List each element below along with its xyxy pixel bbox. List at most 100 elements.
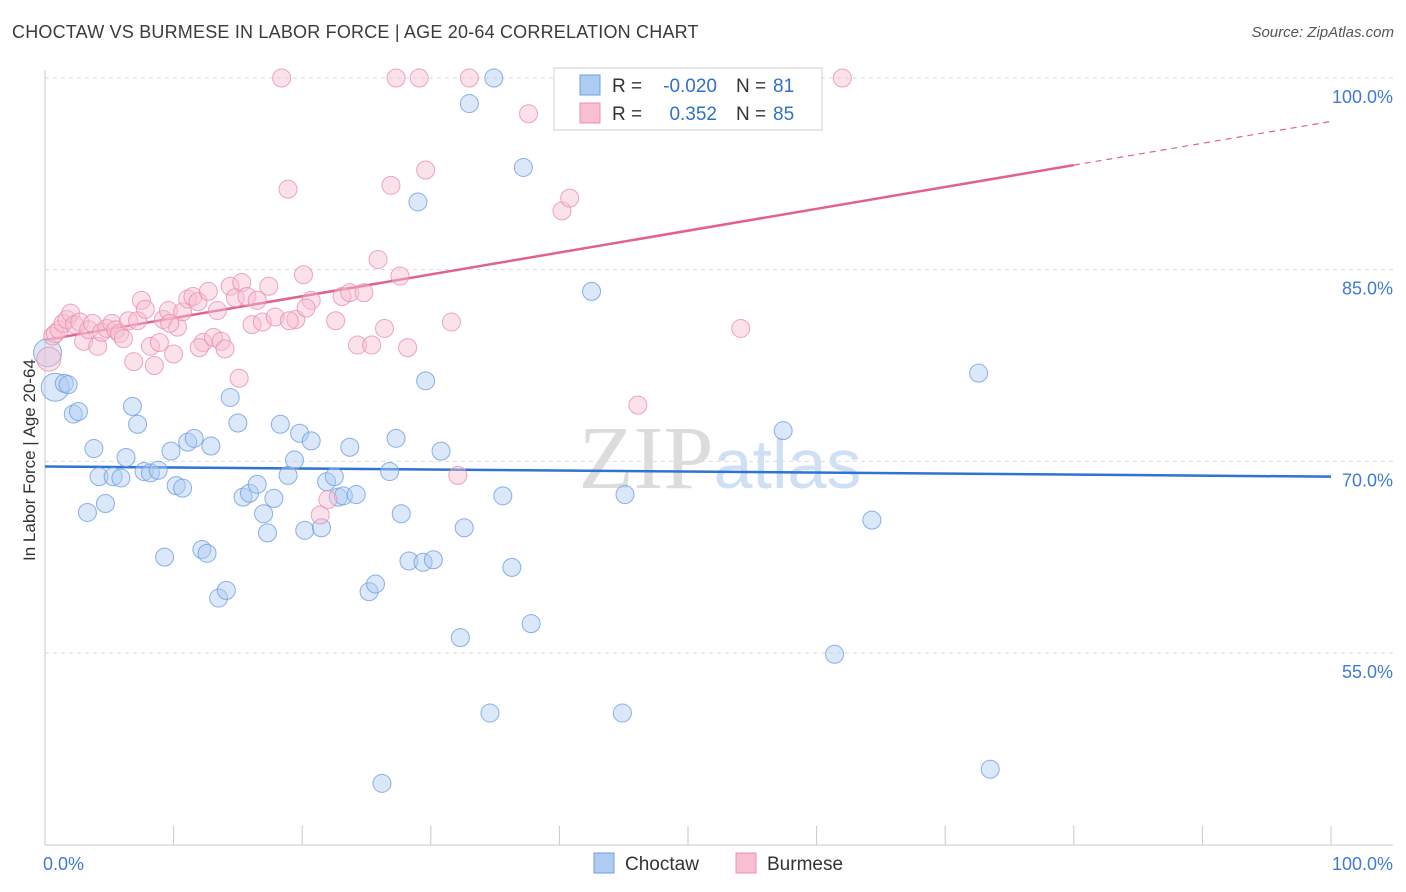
point-choctaw	[502, 557, 522, 577]
point-choctaw	[264, 488, 284, 508]
point-choctaw	[254, 504, 274, 524]
series-burmese	[36, 68, 852, 525]
point-choctaw	[173, 478, 193, 498]
watermark: ZIPatlas	[579, 409, 862, 508]
point-burmese	[278, 179, 298, 199]
point-burmese	[628, 395, 648, 415]
y-tick-label: 85.0%	[1342, 279, 1393, 299]
point-burmese	[390, 266, 410, 286]
chart-title: CHOCTAW VS BURMESE IN LABOR FORCE | AGE …	[12, 22, 699, 42]
axes	[44, 70, 1393, 846]
y-tick-label: 70.0%	[1342, 470, 1393, 490]
point-burmese	[416, 160, 436, 180]
point-choctaw	[825, 644, 845, 664]
point-burmese	[45, 324, 65, 344]
point-choctaw	[391, 504, 411, 524]
point-choctaw	[423, 550, 443, 570]
point-burmese	[368, 249, 388, 269]
point-choctaw	[862, 510, 882, 530]
point-burmese	[375, 318, 395, 338]
point-choctaw	[450, 628, 470, 648]
trend-line-burmese	[44, 163, 1075, 342]
trend-line-burmese-extension	[1073, 120, 1332, 166]
legend-swatch-burmese	[579, 102, 601, 124]
point-burmese	[296, 298, 316, 318]
point-choctaw	[122, 396, 142, 416]
point-burmese	[144, 356, 164, 375]
legend-n-label: N =	[736, 104, 766, 125]
legend-n-value: 81	[773, 76, 794, 97]
legend-r-label: R =	[612, 104, 642, 125]
point-choctaw	[359, 582, 379, 602]
point-choctaw	[216, 580, 236, 600]
legend-n-label: N =	[736, 76, 766, 97]
y-tick-label: 55.0%	[1342, 662, 1393, 682]
point-burmese	[207, 301, 227, 321]
point-burmese	[347, 335, 367, 355]
point-burmese	[160, 313, 180, 333]
point-choctaw	[615, 485, 635, 505]
point-choctaw	[197, 543, 217, 563]
point-burmese	[459, 68, 479, 88]
point-burmese	[237, 287, 257, 306]
point-burmese	[164, 344, 184, 364]
point-choctaw	[209, 588, 229, 608]
point-choctaw	[521, 614, 541, 634]
point-burmese	[362, 335, 382, 355]
point-burmese	[293, 265, 313, 285]
point-burmese	[318, 490, 338, 510]
point-choctaw	[220, 387, 240, 407]
point-burmese	[173, 302, 193, 322]
point-burmese	[229, 368, 249, 388]
point-choctaw	[201, 436, 221, 456]
point-choctaw	[155, 547, 175, 567]
point-choctaw	[431, 441, 451, 461]
point-burmese	[326, 311, 346, 331]
point-burmese	[189, 338, 209, 358]
point-choctaw	[134, 462, 154, 482]
point-burmese	[448, 465, 468, 485]
point-burmese	[381, 175, 401, 195]
bottom-legend-label-burmese: Burmese	[767, 854, 843, 875]
point-choctaw	[192, 540, 212, 559]
point-choctaw	[284, 450, 304, 470]
point-choctaw	[340, 437, 360, 457]
legend-n-value: 85	[773, 104, 794, 125]
point-burmese	[113, 329, 133, 349]
legend-r-value: 0.352	[669, 104, 717, 125]
point-choctaw	[513, 157, 533, 177]
point-choctaw	[980, 759, 1000, 779]
point-burmese	[386, 68, 406, 88]
point-choctaw	[408, 192, 428, 212]
point-choctaw	[484, 68, 504, 88]
legend-box: R = -0.020 N = 81 R = 0.352 N = 85	[553, 67, 823, 131]
point-burmese	[124, 352, 144, 372]
point-choctaw	[480, 703, 500, 723]
point-choctaw	[290, 423, 310, 443]
point-burmese	[74, 331, 94, 351]
point-choctaw	[386, 428, 406, 448]
point-choctaw	[582, 281, 602, 301]
point-choctaw	[346, 485, 366, 505]
point-burmese	[149, 333, 169, 352]
point-choctaw	[68, 402, 88, 421]
point-burmese	[560, 188, 580, 208]
point-burmese	[265, 307, 285, 327]
point-burmese	[731, 318, 751, 338]
point-burmese	[247, 290, 267, 310]
point-choctaw	[128, 414, 148, 434]
point-choctaw	[63, 404, 83, 424]
point-burmese	[135, 299, 155, 319]
point-choctaw	[324, 467, 344, 487]
point-choctaw	[399, 551, 419, 571]
point-burmese	[36, 346, 62, 372]
point-burmese	[832, 68, 852, 88]
point-choctaw	[228, 413, 248, 433]
chart-source: Source: ZipAtlas.com	[1251, 24, 1394, 41]
x-tick-label-min: 0.0%	[43, 854, 84, 874]
point-choctaw	[773, 421, 793, 441]
point-burmese	[259, 276, 279, 296]
point-burmese	[128, 311, 148, 331]
point-burmese	[279, 311, 299, 331]
tick-labels: 55.0% 70.0% 85.0% 100.0% 0.0% 100.0%	[43, 87, 1393, 874]
